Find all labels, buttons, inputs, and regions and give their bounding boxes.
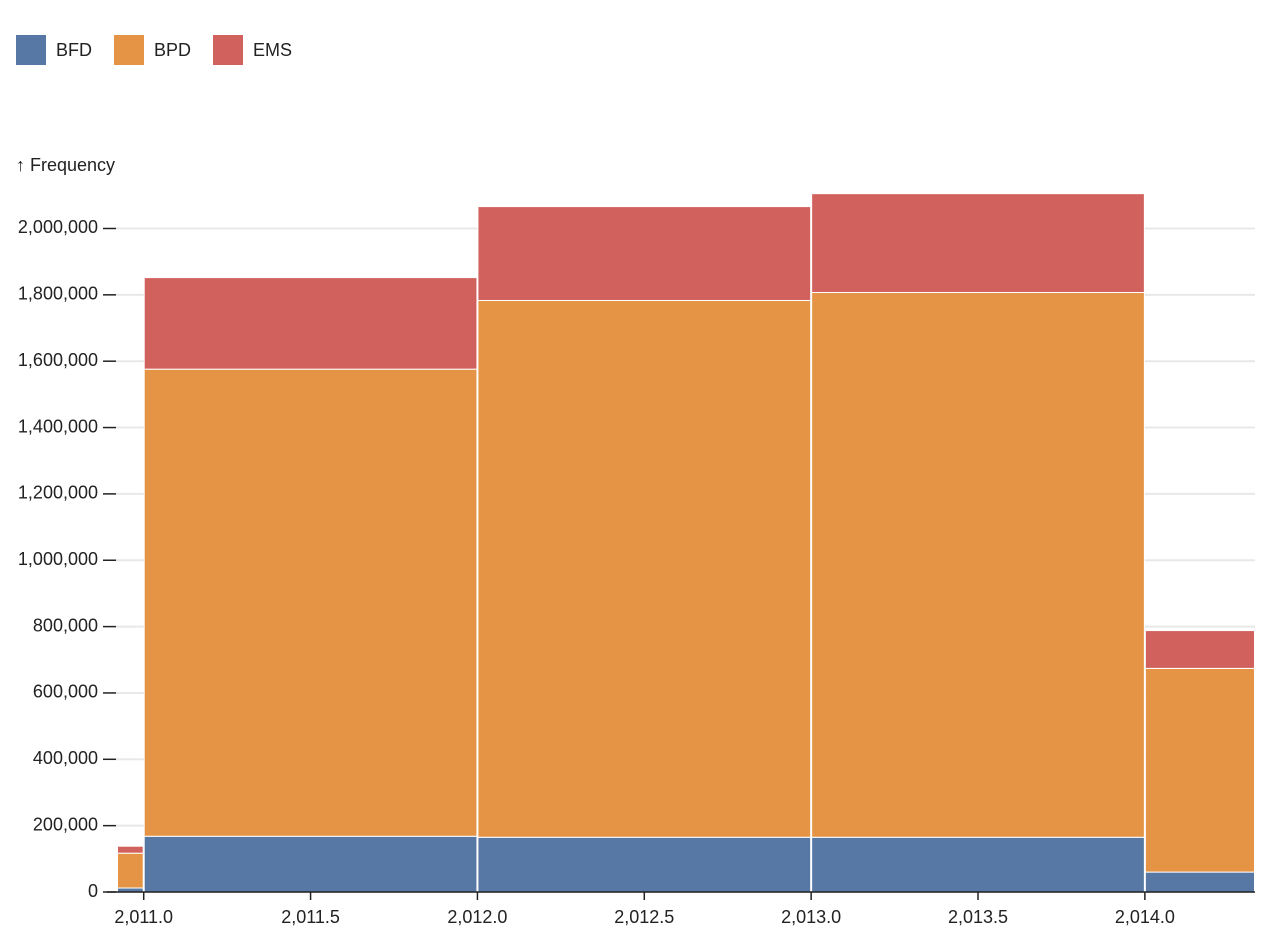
legend: BFD BPD EMS — [16, 35, 292, 65]
legend-item: BPD — [114, 35, 191, 65]
y-tick-label: 2,000,000 — [18, 217, 98, 237]
bar — [477, 206, 812, 301]
y-tick-label: 1,600,000 — [18, 350, 98, 370]
legend-item: EMS — [213, 35, 292, 65]
bar — [143, 277, 478, 370]
x-tick-label: 2,012.5 — [614, 907, 674, 927]
bar — [477, 299, 812, 838]
y-tick-label: 1,200,000 — [18, 483, 98, 503]
x-tick-label: 2,013.0 — [781, 907, 841, 927]
bar — [811, 836, 1145, 893]
bar — [1144, 630, 1255, 669]
legend-item: BFD — [16, 35, 92, 65]
legend-label: BFD — [56, 39, 92, 60]
y-tick-label: 1,000,000 — [18, 549, 98, 569]
bar — [117, 852, 144, 889]
y-tick-label: 400,000 — [33, 748, 98, 768]
x-tick-label: 2,013.5 — [948, 907, 1008, 927]
y-axis-label: ↑ Frequency — [16, 155, 115, 175]
bar — [811, 193, 1145, 294]
bar — [143, 368, 478, 837]
x-tick-label: 2,011.0 — [114, 907, 173, 927]
bar — [1144, 667, 1255, 873]
legend-label: EMS — [253, 39, 293, 60]
y-tick-label: 800,000 — [33, 615, 98, 635]
bar — [117, 845, 144, 854]
x-tick-label: 2,014.0 — [1115, 907, 1175, 927]
x-tick-label: 2,012.0 — [447, 907, 507, 927]
legend-swatch — [16, 35, 46, 65]
y-tick-label: 1,800,000 — [18, 284, 98, 304]
y-tick-label: 200,000 — [33, 814, 98, 834]
bar — [143, 835, 478, 893]
legend-swatch — [213, 35, 244, 65]
y-tick-label: 0 — [88, 881, 98, 901]
bar — [811, 292, 1145, 838]
legend-swatch — [114, 35, 144, 65]
bar — [477, 836, 812, 893]
bar — [1144, 871, 1255, 893]
legend-label: BPD — [154, 39, 192, 60]
x-tick-label: 2,011.5 — [281, 907, 340, 927]
y-tick-label: 1,400,000 — [18, 416, 98, 436]
y-tick-label: 600,000 — [33, 682, 98, 702]
